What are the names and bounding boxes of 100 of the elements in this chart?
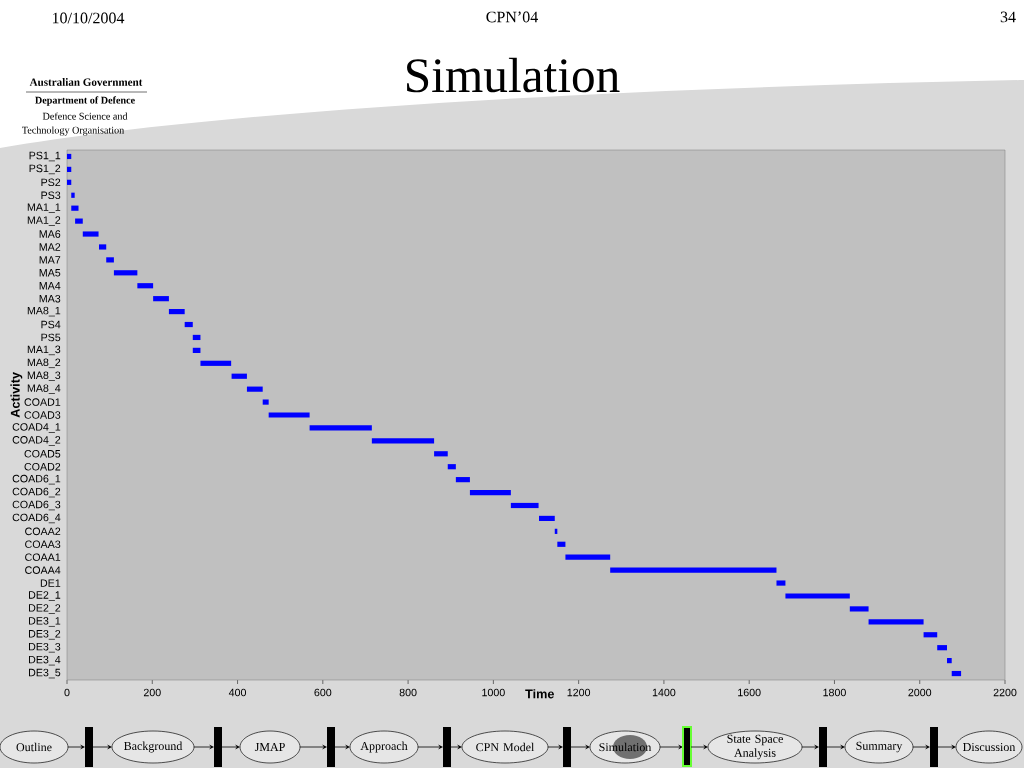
x-tick-label: 2200 <box>993 688 1017 697</box>
bar <box>455 477 470 483</box>
bar <box>947 658 952 664</box>
bar <box>510 502 539 509</box>
y-tick-label: DE3_1 <box>29 617 61 627</box>
bar <box>98 244 107 250</box>
text: State Space Analysis <box>727 734 783 760</box>
bar <box>106 257 114 263</box>
text: Summary <box>856 741 903 753</box>
y-tick-label: DE3_3 <box>29 642 61 653</box>
y-tick-label: DE1 <box>40 579 61 587</box>
y-tick-label: DE2_1 <box>29 591 61 601</box>
x-tick-label: 1400 <box>652 688 676 697</box>
bar <box>200 360 232 366</box>
y-tick-label: MA8_4 <box>27 384 61 394</box>
x-tick-label: 800 <box>399 688 417 697</box>
y-tick-label: PS5 <box>41 333 61 342</box>
bar <box>71 205 79 211</box>
y-tick-label: MA6 <box>39 230 61 238</box>
bar <box>849 606 869 612</box>
y-tick-label: COAD3 <box>24 411 61 419</box>
y-tick-label: MA7 <box>39 256 61 264</box>
chart-title: Simulation <box>407 57 620 93</box>
text: JMAP <box>254 742 285 752</box>
x-tick-label: 600 <box>314 688 332 697</box>
bar <box>610 567 777 573</box>
y-tick-label: COAA4 <box>25 566 61 574</box>
y-tick-label: DE3_2 <box>29 629 61 640</box>
bar <box>557 541 566 547</box>
x-axis-title: Time <box>525 689 554 699</box>
text: Outline <box>16 742 52 752</box>
bar <box>565 554 611 560</box>
y-tick-label: COAA1 <box>25 553 61 561</box>
y-tick-label: MA3 <box>39 294 61 303</box>
x-tick-label: 400 <box>228 688 247 697</box>
bar <box>447 464 456 470</box>
y-tick-label: DE3_4 <box>29 655 61 666</box>
y-tick-label: COAD6_1 <box>12 474 61 485</box>
bar <box>168 309 185 315</box>
y-tick-label: DE3_5 <box>29 668 61 679</box>
bar <box>137 283 154 289</box>
y-tick-label: COAA3 <box>25 540 61 549</box>
y-tick-label: PS1_2 <box>29 164 61 175</box>
text: CPN’04 <box>486 11 538 23</box>
y-tick-label: COAD5 <box>24 450 61 458</box>
x-tick-label: 200 <box>143 688 161 697</box>
bar <box>776 580 786 586</box>
x-tick-label: 2000 <box>908 688 932 697</box>
y-tick-label: MA8_2 <box>27 358 61 369</box>
y-tick-label: COAD4_2 <box>12 436 61 446</box>
y-tick-label: MA8_1 <box>27 306 61 317</box>
y-tick-label: COAA2 <box>25 527 61 536</box>
x-tick-label: 1000 <box>482 688 505 697</box>
y-tick-label: MA2 <box>39 243 61 251</box>
bar <box>231 373 247 379</box>
x-tick-label: 1200 <box>567 688 591 697</box>
bar <box>246 386 263 392</box>
y-tick-label: MA5 <box>39 269 61 277</box>
y-tick-label: MA1_3 <box>27 345 61 356</box>
bar <box>268 412 310 418</box>
bar <box>538 515 555 522</box>
bar <box>71 192 75 198</box>
y-axis-title: Activity <box>10 372 23 418</box>
bar <box>262 399 269 405</box>
text: 34 <box>1000 11 1016 23</box>
bar <box>951 670 962 677</box>
bar <box>868 619 924 625</box>
text: Approach <box>360 741 408 753</box>
bar <box>67 166 72 172</box>
text: Defence Science and <box>42 112 128 120</box>
y-tick-label: DE2_2 <box>29 604 61 614</box>
bar <box>67 153 72 160</box>
text: Australian Government <box>29 78 143 86</box>
y-tick-label: MA4 <box>39 282 61 290</box>
x-tick-label: 1600 <box>738 688 761 697</box>
y-tick-label: MA1_1 <box>27 203 61 213</box>
bar <box>113 270 138 276</box>
bar <box>82 231 99 237</box>
bar <box>309 425 372 431</box>
y-tick-label: PS3 <box>41 191 61 200</box>
y-tick-label: COAD4_1 <box>12 423 61 433</box>
text: Discussion <box>963 742 1016 752</box>
y-tick-label: COAD6_3 <box>12 500 61 511</box>
text: CPN Model <box>476 742 535 752</box>
text: Background <box>124 741 183 753</box>
bar <box>785 593 850 599</box>
bar <box>153 296 169 302</box>
bar <box>469 489 511 496</box>
y-tick-label: COAD6_4 <box>12 513 61 524</box>
text: 10/10/2004 <box>52 12 125 24</box>
y-tick-label: MA8_3 <box>27 371 61 382</box>
y-tick-label: PS4 <box>41 320 61 329</box>
y-tick-label: PS2 <box>41 178 61 187</box>
bar <box>67 179 72 185</box>
bar <box>371 438 435 444</box>
x-tick-label: 1800 <box>823 688 846 697</box>
y-tick-label: COAD2 <box>24 462 61 471</box>
x-tick-label: 0 <box>64 688 70 697</box>
bar <box>184 321 193 328</box>
text: Department of Defence <box>35 96 135 106</box>
